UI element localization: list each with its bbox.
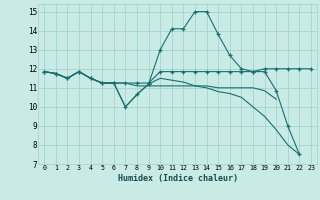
X-axis label: Humidex (Indice chaleur): Humidex (Indice chaleur)	[118, 174, 238, 183]
